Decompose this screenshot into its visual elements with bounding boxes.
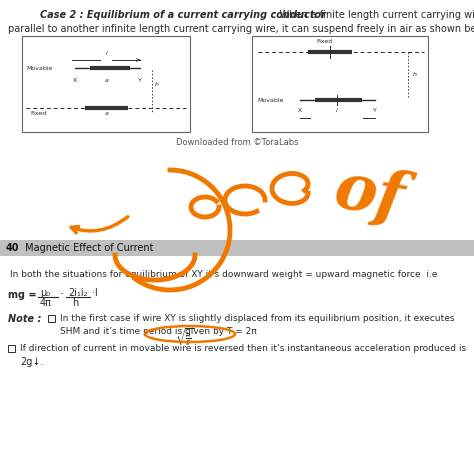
Text: μ₀: μ₀ bbox=[40, 288, 50, 298]
Text: Movable: Movable bbox=[26, 65, 53, 70]
Text: l: l bbox=[336, 108, 338, 113]
Text: mg =: mg = bbox=[8, 290, 36, 300]
Text: X: X bbox=[73, 78, 77, 83]
Bar bbox=[0, 240, 474, 256]
Text: 2g↓.: 2g↓. bbox=[20, 357, 44, 367]
Bar bbox=[22, 36, 190, 132]
Text: Case 2 : Equilibrium of a current carrying conductor: Case 2 : Equilibrium of a current carryi… bbox=[40, 10, 326, 20]
Text: 40: 40 bbox=[6, 243, 19, 253]
Text: $\sqrt{\frac{h}{g}}$: $\sqrt{\frac{h}{g}}$ bbox=[175, 327, 194, 348]
Text: 2i₁i₂: 2i₁i₂ bbox=[68, 288, 88, 298]
Text: Fixed: Fixed bbox=[30, 111, 46, 116]
Text: X: X bbox=[298, 108, 302, 113]
Text: 4π: 4π bbox=[40, 298, 52, 308]
Text: a: a bbox=[105, 111, 109, 116]
Text: a: a bbox=[105, 78, 109, 83]
Text: h: h bbox=[72, 298, 78, 308]
Text: h: h bbox=[155, 82, 159, 87]
Text: Magnetic Effect of Current: Magnetic Effect of Current bbox=[22, 243, 154, 253]
Bar bbox=[48, 315, 55, 322]
Text: h: h bbox=[413, 72, 417, 77]
Text: : When a finite length current carrying wire is kept: : When a finite length current carrying … bbox=[270, 10, 474, 20]
Text: In the first case if wire XY is slightly displaced from its equilibrium position: In the first case if wire XY is slightly… bbox=[60, 314, 455, 323]
Text: Movable: Movable bbox=[257, 97, 283, 102]
Text: Fixed: Fixed bbox=[317, 39, 333, 44]
Text: If direction of current in movable wire is reversed then it’s instantaneous acce: If direction of current in movable wire … bbox=[20, 344, 466, 353]
Text: In both the situations for equilibrium of XY it’s downward weight = upward magne: In both the situations for equilibrium o… bbox=[10, 270, 438, 279]
Bar bbox=[8, 345, 15, 352]
Text: SHM and it’s time period is given by T = 2π: SHM and it’s time period is given by T =… bbox=[60, 327, 257, 336]
Text: ·: · bbox=[60, 288, 64, 301]
Text: l: l bbox=[106, 51, 108, 56]
Bar bbox=[252, 36, 428, 132]
Text: of: of bbox=[330, 158, 410, 231]
Text: Note :: Note : bbox=[8, 314, 41, 324]
Text: Downloaded from ©ToraLabs: Downloaded from ©ToraLabs bbox=[176, 138, 298, 147]
Text: ·l: ·l bbox=[92, 288, 98, 298]
Text: Y: Y bbox=[373, 108, 377, 113]
Text: parallel to another infinite length current carrying wire, it can suspend freely: parallel to another infinite length curr… bbox=[8, 24, 474, 34]
Text: Y: Y bbox=[138, 78, 142, 83]
